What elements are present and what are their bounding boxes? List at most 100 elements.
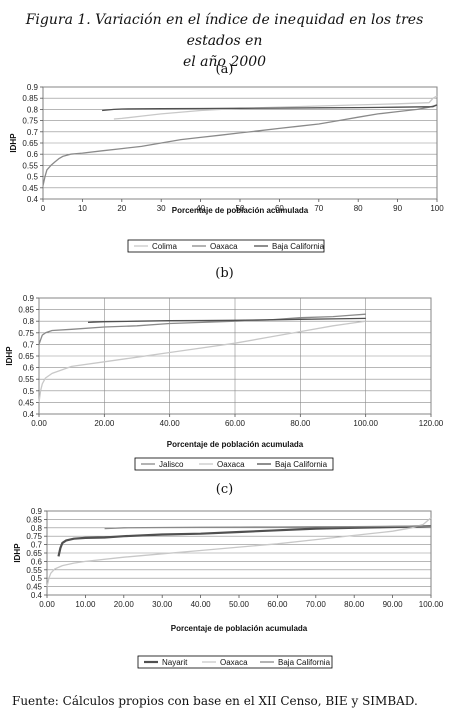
y-tick-label: 0.6 [31,557,43,566]
x-tick-label: 30 [157,204,166,213]
chart-panel-b: 0.4 0.45 0.5 0.55 0.6 0.65 0.7 0.75 0.8 0.85 0.9 0.… [5,294,444,471]
series-line-colima [113,95,438,120]
legend-label: Baja California [278,658,331,667]
series-line-baja-california [87,317,366,324]
y-tick-label: 0.8 [23,317,35,326]
y-tick-label: 0.5 [23,387,35,396]
legend-label: Oaxaca [220,658,248,667]
series-line-jalisco [38,313,366,345]
legend: Colima Oaxaca Baja California [127,239,325,253]
x-tick-label: 20 [117,204,126,213]
x-tick-label: 20.00 [94,419,115,428]
panel-label-b: (b) [215,266,234,281]
y-tick-label: 0.9 [27,83,39,92]
x-tick-label: 40 [196,204,205,213]
y-tick-label: 0.75 [26,532,42,541]
y-tick-label: 0.85 [26,515,42,524]
y-tick-label: 0.75 [18,329,34,338]
y-axis-label: IDHP [13,543,22,563]
x-tick-label: 40.00 [160,419,181,428]
legend-label: Oaxaca [217,460,245,469]
x-tick-label: 120.00 [419,419,444,428]
x-tick-label: 80.00 [344,600,365,609]
x-tick-label: 80 [354,204,363,213]
x-axis-label: Porcentaje de población acumulada [172,206,309,215]
x-tick-label: 60 [275,204,284,213]
y-tick-label: 0.9 [31,507,43,516]
y-tick-label: 0.4 [27,195,39,204]
series-line-oaxaca [46,517,432,587]
x-tick-label: 60.00 [267,600,288,609]
x-tick-label: 70.00 [306,600,327,609]
series-line-oaxaca [38,320,366,403]
legend: Jalisco Oaxaca Baja California [134,457,334,471]
x-tick-label: 0.00 [39,600,55,609]
x-tick-label: 10 [78,204,87,213]
x-tick-label: 0.00 [31,419,47,428]
y-tick-label: 0.85 [22,94,38,103]
x-tick-label: 10.00 [75,600,96,609]
x-tick-label: 50 [236,204,245,213]
x-tick-label: 100 [430,204,444,213]
panel-label-a: (a) [215,62,234,77]
y-tick-label: 0.7 [31,541,43,550]
panel-label-c: (c) [215,482,234,497]
y-tick-label: 0.5 [31,574,43,583]
x-tick-label: 70 [314,204,323,213]
x-tick-label: 50.00 [229,600,250,609]
y-tick-label: 0.5 [27,173,39,182]
y-axis-label: IDHP [5,346,14,366]
figure-title: Figura 1. Variación en el índice de ineq… [0,10,449,73]
x-tick-label: 100.00 [419,600,444,609]
legend-box [137,655,333,669]
y-tick-label: 0.55 [18,375,34,384]
source-note: Fuente: Cálculos propios con base en el … [12,694,418,708]
x-axis-label: Porcentaje de población acumulada [171,624,308,633]
legend-label: Nayarit [162,658,188,667]
chart-panel-c: 0.40.450.50.550.60.650.70.750.80.850.9 0.… [13,507,444,669]
y-tick-label: 0.8 [31,524,43,533]
y-tick-label: 0.85 [18,306,34,315]
legend-label: Oaxaca [210,242,238,251]
y-tick-label: 0.9 [23,294,35,303]
series-line-nayarit [57,525,432,557]
y-axis-label: IDHP [9,133,18,153]
y-tick-label: 0.55 [26,566,42,575]
x-tick-label: 90.00 [383,600,404,609]
series-line-baja-california [104,525,432,530]
legend-label: Baja California [275,460,328,469]
series-line-oaxaca [42,104,438,186]
x-tick-label: 30.00 [152,600,173,609]
y-tick-label: 0.55 [22,161,38,170]
y-tick-label: 0.6 [27,150,39,159]
y-tick-label: 0.8 [27,105,39,114]
series-line-baja-california [102,104,438,112]
figure-title-line1: Figura 1. Variación en el índice de ineq… [25,12,424,49]
y-tick-label: 0.6 [23,364,35,373]
legend-label: Baja California [272,242,325,251]
chart-panel-a: 0.4 0.45 0.5 0.55 0.6 0.65 0.7 0.75 0.8 0.85 0.9 0 1… [9,83,444,253]
x-tick-label: 80.00 [290,419,311,428]
y-tick-label: 0.4 [23,410,35,419]
y-tick-label: 0.45 [22,184,38,193]
y-tick-label: 0.65 [22,139,38,148]
x-axis-label: Porcentaje de población acumulada [167,440,304,449]
y-tick-label: 0.45 [26,583,42,592]
y-tick-label: 0.65 [18,352,34,361]
legend-label: Jalisco [159,460,184,469]
legend: Nayarit Oaxaca Baja California [137,655,333,669]
legend-box [127,239,325,253]
x-tick-label: 0 [41,204,46,213]
x-tick-label: 100.00 [353,419,378,428]
y-tick-label: 0.65 [26,549,42,558]
x-tick-label: 60.00 [225,419,246,428]
figure-title-line2: el año 2000 [182,54,267,70]
legend-box [134,457,334,471]
x-tick-label: 90 [393,204,402,213]
y-tick-label: 0.7 [23,340,35,349]
y-tick-label: 0.4 [31,591,43,600]
y-tick-label: 0.7 [27,128,39,137]
y-tick-label: 0.45 [18,398,34,407]
x-tick-label: 20.00 [114,600,135,609]
legend-label: Colima [152,242,177,251]
